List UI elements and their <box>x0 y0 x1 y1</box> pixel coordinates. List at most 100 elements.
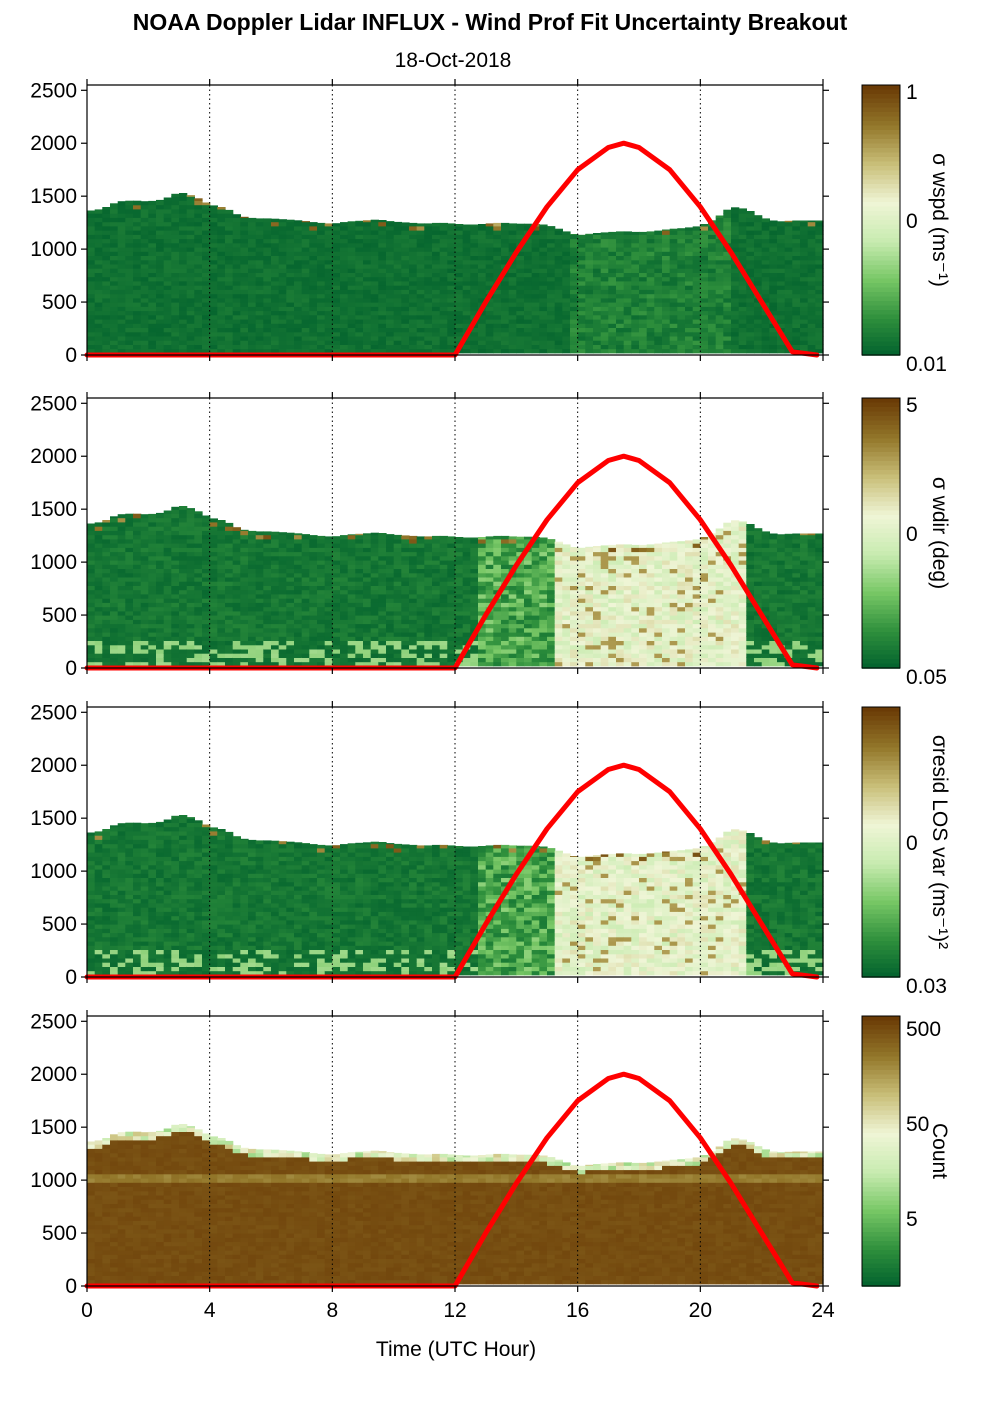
heatmap-cell <box>286 285 295 290</box>
heatmap-cell <box>708 238 717 244</box>
heatmap-cell <box>646 335 655 341</box>
heatmap-cell <box>792 272 801 278</box>
colorbar-band <box>862 314 900 320</box>
heatmap-cell <box>248 221 257 227</box>
heatmap-cell <box>309 555 318 561</box>
heatmap-cell <box>646 251 655 256</box>
heatmap-cell <box>148 297 157 303</box>
heatmap-cell <box>485 538 494 544</box>
heatmap-cell <box>516 344 525 350</box>
heatmap-cell <box>225 209 234 214</box>
heatmap-cell <box>386 661 395 667</box>
heatmap-cell <box>140 547 149 553</box>
heatmap-cell <box>531 302 540 307</box>
heatmap-cell <box>355 547 364 553</box>
heatmap-cell <box>133 610 142 616</box>
heatmap-cell <box>386 589 395 595</box>
heatmap-cell <box>317 255 326 261</box>
heatmap-cell <box>248 640 257 646</box>
heatmap-cell <box>110 203 119 206</box>
heatmap-cell <box>462 623 471 629</box>
heatmap-cell <box>186 513 195 519</box>
heatmap-cell <box>355 238 364 244</box>
heatmap-cell <box>171 619 180 625</box>
heatmap-cell <box>202 255 211 261</box>
heatmap-cell <box>700 259 709 265</box>
heatmap-cell <box>156 538 165 544</box>
heatmap-cell <box>738 302 747 307</box>
heatmap-cell <box>125 538 134 544</box>
heatmap-cell <box>225 636 234 641</box>
heatmap-cell <box>217 319 226 324</box>
heatmap-cell <box>309 653 318 658</box>
heatmap-cell <box>140 653 149 658</box>
heatmap-cell <box>148 560 157 565</box>
heatmap-cell <box>186 508 195 510</box>
heatmap-cell <box>202 344 211 350</box>
heatmap-cell <box>255 280 264 286</box>
heatmap-cell <box>340 572 349 578</box>
heatmap-cell <box>271 657 280 663</box>
heatmap-cell <box>278 297 287 303</box>
heatmap-cell <box>485 610 494 616</box>
heatmap-cell <box>179 306 188 312</box>
heatmap-cell <box>309 585 318 591</box>
heatmap-cell <box>102 560 111 565</box>
heatmap-cell <box>324 259 333 265</box>
heatmap-cell <box>738 340 747 345</box>
heatmap-cell <box>347 297 356 303</box>
heatmap-cell <box>424 543 433 548</box>
heatmap-cell <box>447 255 456 261</box>
heatmap-cell <box>807 348 816 354</box>
colorbar-band <box>862 229 900 235</box>
heatmap-cell <box>263 263 272 269</box>
heatmap-cell <box>731 276 740 282</box>
heatmap-cell <box>401 310 410 316</box>
heatmap-cell <box>317 572 326 578</box>
heatmap-cell <box>393 547 402 553</box>
heatmap-cell <box>493 268 502 273</box>
heatmap-cell <box>156 564 165 569</box>
heatmap-cell <box>455 543 464 548</box>
heatmap-cell <box>156 327 165 333</box>
chart-subtitle: 18-Oct-2018 <box>395 49 512 72</box>
heatmap-cell <box>416 293 425 299</box>
heatmap-cell <box>278 263 287 269</box>
heatmap-cell <box>102 276 111 282</box>
heatmap-cell <box>378 276 387 282</box>
heatmap-cell <box>340 348 349 354</box>
heatmap-cell <box>600 234 609 240</box>
heatmap-cell <box>585 233 594 235</box>
heatmap-cell <box>324 560 333 565</box>
heatmap-cell <box>731 208 740 214</box>
heatmap-cell <box>416 327 425 333</box>
heatmap-cell <box>478 323 487 328</box>
heatmap-cell <box>271 560 280 565</box>
heatmap-cell <box>324 576 333 582</box>
heatmap-cell <box>317 230 326 235</box>
heatmap-cell <box>324 581 333 586</box>
heatmap-cell <box>447 598 456 603</box>
heatmap-cell <box>815 310 824 316</box>
heatmap-cell <box>639 238 648 244</box>
heatmap-cell <box>225 619 234 625</box>
heatmap-cell <box>685 293 694 299</box>
heatmap-cell <box>355 247 364 252</box>
heatmap-cell <box>194 521 203 527</box>
heatmap-cell <box>485 327 494 333</box>
heatmap-cell <box>562 310 571 316</box>
heatmap-cell <box>501 640 510 646</box>
heatmap-cell <box>248 255 257 261</box>
heatmap-cell <box>225 268 234 273</box>
heatmap-cell <box>263 531 272 536</box>
heatmap-cell <box>301 310 310 316</box>
heatmap-cell <box>462 636 471 641</box>
heatmap-cell <box>355 259 364 265</box>
heatmap-cell <box>623 238 632 244</box>
heatmap-cell <box>248 615 257 620</box>
heatmap-cell <box>225 648 234 654</box>
heatmap-cell <box>654 272 663 278</box>
heatmap-cell <box>669 285 678 290</box>
heatmap-cell <box>194 543 203 548</box>
heatmap-cell <box>386 327 395 333</box>
